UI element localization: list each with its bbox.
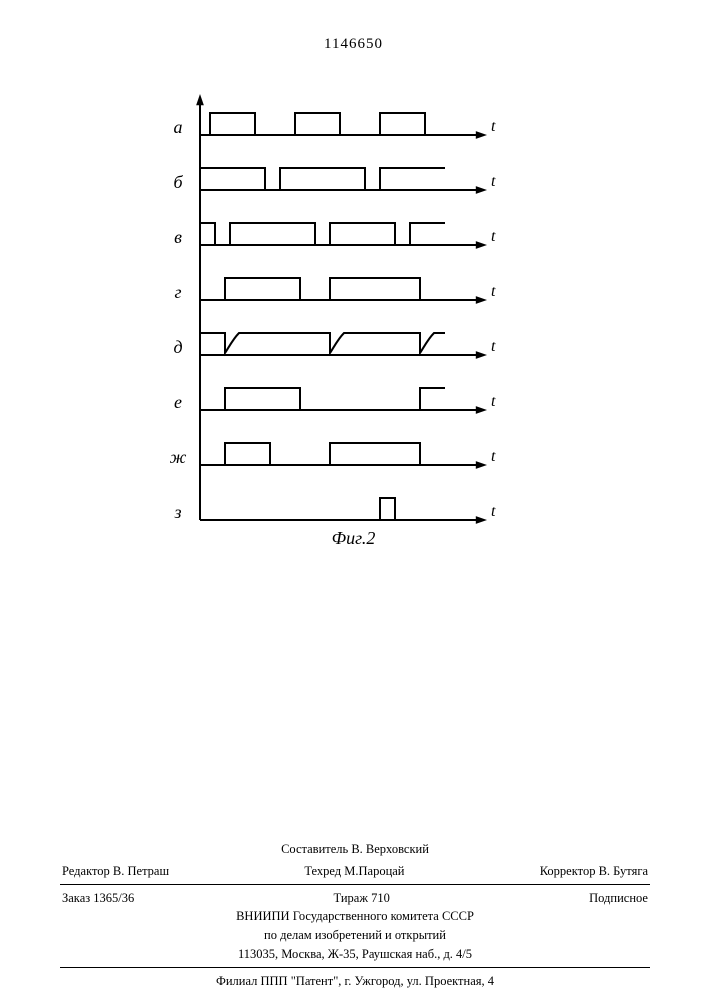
svg-text:t: t xyxy=(491,118,496,135)
svg-text:в: в xyxy=(174,227,182,247)
compiler-line: Составитель В. Верховский xyxy=(60,840,650,859)
svg-text:t: t xyxy=(491,228,496,245)
svg-text:з: з xyxy=(173,502,181,522)
address-line: 113035, Москва, Ж-35, Раушская наб., д. … xyxy=(60,945,650,964)
patent-number: 1146650 xyxy=(0,36,707,53)
svg-text:t: t xyxy=(491,283,496,300)
subscription: Подписное xyxy=(589,889,648,908)
order-row: Заказ 1365/36 Тираж 710 Подписное xyxy=(60,889,650,908)
svg-text:г: г xyxy=(174,282,181,302)
credits-row: Редактор В. Петраш Техред М.Пароцай Корр… xyxy=(60,862,650,881)
order: Заказ 1365/36 xyxy=(62,889,134,908)
org-line-1: ВНИИПИ Государственного комитета СССР xyxy=(60,907,650,926)
svg-text:t: t xyxy=(491,173,496,190)
svg-text:t: t xyxy=(491,338,496,355)
branch-line: Филиал ППП "Патент", г. Ужгород, ул. Про… xyxy=(60,972,650,991)
divider xyxy=(60,884,650,885)
svg-text:д: д xyxy=(173,337,182,357)
page: 1146650 t а t б t в t г t д t е t ж t з Фиг.2 Составите… xyxy=(0,0,707,1000)
svg-text:t: t xyxy=(491,393,496,410)
editor: Редактор В. Петраш xyxy=(62,862,169,881)
svg-text:t: t xyxy=(491,448,496,465)
tirage: Тираж 710 xyxy=(334,889,390,908)
svg-text:б: б xyxy=(173,172,183,192)
figure-caption: Фиг.2 xyxy=(0,528,707,549)
svg-text:е: е xyxy=(174,392,182,412)
svg-text:ж: ж xyxy=(170,447,187,467)
timing-diagram: t а t б t в t г t д t е t ж t з xyxy=(170,80,510,545)
org-line-2: по делам изобретений и открытий xyxy=(60,926,650,945)
divider xyxy=(60,967,650,968)
corrector: Корректор В. Бутяга xyxy=(540,862,648,881)
svg-text:а: а xyxy=(174,117,183,137)
imprint-block: Составитель В. Верховский Редактор В. Пе… xyxy=(60,840,650,990)
svg-text:t: t xyxy=(491,503,496,520)
techred: Техред М.Пароцай xyxy=(304,862,404,881)
